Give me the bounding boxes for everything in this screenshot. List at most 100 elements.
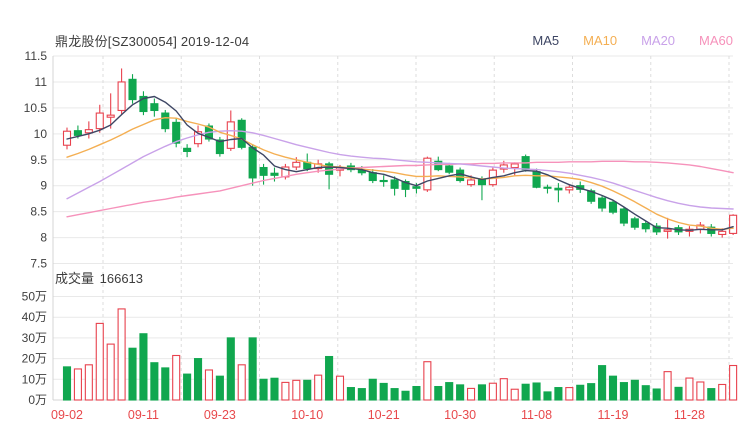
volume-bar <box>183 373 192 401</box>
volume-bar <box>139 333 148 401</box>
legend-ma5: MA5 <box>532 32 560 48</box>
candle-body <box>598 197 607 209</box>
svg-text:11-19: 11-19 <box>597 408 628 422</box>
svg-text:10万: 10万 <box>22 372 47 386</box>
volume-bar <box>106 343 115 401</box>
volume-bars[interactable] <box>62 308 738 401</box>
candle-body <box>510 163 519 169</box>
candle-body <box>292 161 301 168</box>
volume-bar <box>335 375 345 401</box>
candle-body <box>270 172 279 176</box>
volume-bar <box>718 383 727 401</box>
volume-bar <box>73 368 82 401</box>
svg-text:40万: 40万 <box>22 310 47 324</box>
volume-bar <box>729 364 738 401</box>
volume-header: 成交量 166613 <box>55 268 145 287</box>
volume-bar <box>554 387 563 401</box>
candlesticks[interactable] <box>62 68 738 239</box>
candle-body <box>117 81 126 112</box>
volume-bar <box>477 384 487 401</box>
svg-text:11: 11 <box>35 75 48 89</box>
volume-bar <box>357 388 366 401</box>
volume-bar <box>281 381 290 401</box>
volume-bar <box>215 375 224 401</box>
volume-bar <box>587 383 596 401</box>
candle-body <box>128 78 137 101</box>
svg-text:10: 10 <box>34 127 48 141</box>
volume-bar <box>117 308 126 401</box>
volume-bar <box>663 371 672 401</box>
volume-bar <box>576 384 585 401</box>
svg-text:09-02: 09-02 <box>51 408 83 422</box>
volume-bar <box>193 358 203 401</box>
volume-label: 成交量 <box>55 271 95 286</box>
date-axis-labels: 09-02 09-11 09-23 10-10 10-21 10-30 11-08 11-19… <box>51 408 705 422</box>
candle-body <box>554 187 563 191</box>
candle-body <box>456 169 465 182</box>
svg-text:10.5: 10.5 <box>24 101 48 115</box>
candle-body <box>73 130 82 136</box>
volume-bar <box>314 374 323 401</box>
svg-text:11-08: 11-08 <box>521 408 552 422</box>
candle-body <box>477 179 487 186</box>
candle-body <box>652 225 661 233</box>
volume-bar <box>226 337 235 401</box>
volume-bar <box>270 377 279 401</box>
volume-bar <box>379 382 388 401</box>
ma20-line <box>66 129 734 210</box>
candle-body <box>150 103 159 112</box>
legend-ma10: MA10 <box>583 32 618 48</box>
volume-bar <box>445 382 454 401</box>
candle-body <box>499 164 508 170</box>
volume-bar <box>325 355 334 401</box>
volume-bar <box>95 322 104 401</box>
chart-header: 鼎龙股份[SZ300054] 2019-12-04 MA5 MA10 MA20 … <box>55 31 733 49</box>
svg-text:7.5: 7.5 <box>30 257 47 271</box>
candle-body <box>434 160 443 171</box>
svg-text:8: 8 <box>40 231 47 245</box>
svg-text:50万: 50万 <box>22 290 47 304</box>
volume-bar <box>565 387 574 401</box>
svg-text:9.5: 9.5 <box>30 153 47 167</box>
volume-axis-labels: 50万 40万 30万 20万 10万 0万 <box>22 290 47 408</box>
candle-body <box>445 165 454 173</box>
ma-legend: MA5 MA10 MA20 MA60 <box>532 33 733 48</box>
volume-bar <box>608 375 618 401</box>
candle-body <box>259 166 268 176</box>
volume-bar <box>598 365 607 401</box>
svg-text:10-30: 10-30 <box>444 408 476 422</box>
page-title: 鼎龙股份[SZ300054] 2019-12-04 <box>55 33 250 49</box>
candle-body <box>106 114 115 118</box>
volume-bar <box>521 383 530 401</box>
candle-body <box>193 131 203 145</box>
candle-body <box>95 112 104 130</box>
volume-value: 166613 <box>99 271 144 286</box>
volume-bar <box>510 388 519 401</box>
candle-body <box>718 230 727 235</box>
svg-text:0万: 0万 <box>28 393 47 407</box>
legend-ma60: MA60 <box>699 32 733 48</box>
candle-body <box>215 139 224 155</box>
volume-bar <box>401 390 410 401</box>
candle-body <box>630 218 639 228</box>
volume-bar <box>412 385 421 401</box>
volume-bar <box>652 388 661 401</box>
candle-body <box>423 157 432 191</box>
volume-bar <box>292 379 301 401</box>
volume-bar <box>499 378 508 401</box>
volume-bar <box>707 388 716 401</box>
svg-text:09-11: 09-11 <box>128 408 159 422</box>
candle-body <box>412 186 421 189</box>
candle-body <box>368 172 377 182</box>
ma10-line <box>66 116 734 231</box>
volume-bar <box>84 364 93 401</box>
candle-body <box>466 179 476 186</box>
volume-bar <box>488 382 497 401</box>
svg-text:10-10: 10-10 <box>291 408 323 422</box>
volume-bar <box>259 378 268 401</box>
volume-bar <box>466 387 476 401</box>
volume-bar <box>303 379 312 401</box>
volume-bar <box>204 369 214 401</box>
